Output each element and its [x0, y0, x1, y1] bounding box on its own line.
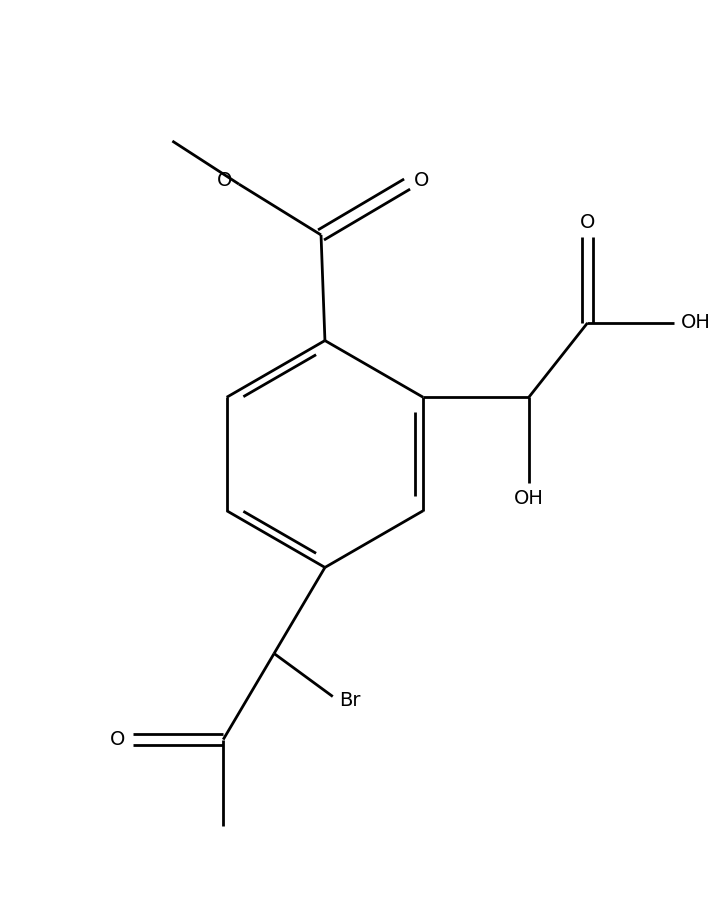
Text: O: O	[580, 213, 595, 232]
Text: O: O	[110, 730, 125, 749]
Text: OH: OH	[680, 313, 710, 332]
Text: O: O	[413, 171, 429, 190]
Text: O: O	[217, 171, 233, 190]
Text: OH: OH	[514, 489, 544, 508]
Text: Br: Br	[339, 691, 361, 710]
